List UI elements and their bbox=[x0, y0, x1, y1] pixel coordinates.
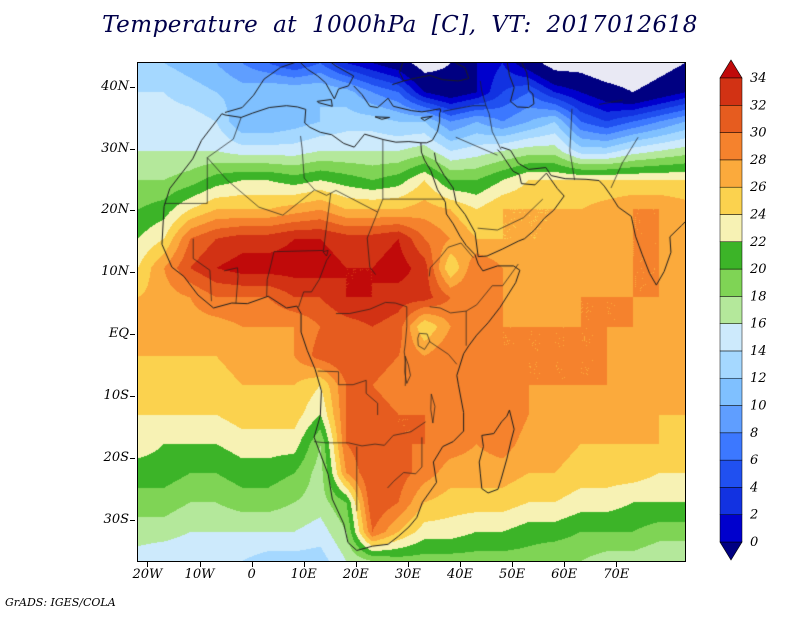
colorbar-below-triangle bbox=[719, 541, 743, 561]
colorbar-swatch bbox=[719, 459, 743, 488]
colorbar-label: 28 bbox=[749, 153, 767, 168]
colorbar-swatch bbox=[719, 241, 743, 270]
colorbar-label: 18 bbox=[750, 289, 767, 304]
y-tick-label: 10S bbox=[103, 388, 129, 404]
colorbar-swatch bbox=[719, 432, 743, 461]
colorbar-label: 12 bbox=[750, 371, 767, 386]
colorbar-label: 16 bbox=[750, 317, 767, 332]
x-tick-label: 20W bbox=[132, 567, 163, 582]
colorbar-label: 30 bbox=[750, 126, 767, 141]
colorbar-label: 4 bbox=[749, 480, 758, 495]
y-tick-label: 30N bbox=[101, 140, 129, 156]
y-tick-mark bbox=[130, 86, 135, 88]
colorbar-label: 32 bbox=[750, 98, 767, 113]
colorbar-swatch bbox=[719, 350, 743, 379]
x-tick-mark bbox=[512, 562, 514, 567]
colorbar-swatch bbox=[719, 296, 743, 324]
x-tick-label: 0 bbox=[247, 567, 256, 582]
colorbar-swatch bbox=[719, 487, 743, 515]
x-tick-mark bbox=[564, 562, 566, 567]
y-tick-label: 20S bbox=[103, 449, 129, 465]
y-tick-mark bbox=[130, 457, 135, 459]
colorbar-label: 8 bbox=[750, 426, 758, 441]
y-tick-mark bbox=[130, 334, 135, 336]
y-tick-mark bbox=[130, 148, 135, 150]
x-tick-mark bbox=[251, 562, 253, 567]
x-tick-mark bbox=[303, 562, 305, 567]
colorbar-swatch bbox=[719, 323, 743, 352]
colorbar-above-triangle bbox=[719, 59, 743, 79]
y-tick-label: EQ bbox=[108, 326, 129, 342]
y-tick-label: 40N bbox=[101, 78, 129, 94]
colorbar-swatch bbox=[719, 214, 743, 243]
y-tick-mark bbox=[130, 210, 135, 212]
x-tick-label: 40E bbox=[446, 567, 473, 582]
colorbar-label: 22 bbox=[749, 235, 767, 250]
x-tick-mark bbox=[199, 562, 201, 567]
colorbar-label: 14 bbox=[750, 344, 767, 359]
y-tick-label: 30S bbox=[103, 511, 129, 527]
y-tick-label: 10N bbox=[101, 264, 129, 280]
chart-title: Temperature at 1000hPa [C], VT: 20170126… bbox=[102, 12, 698, 38]
colorbar-swatch bbox=[719, 132, 743, 161]
colorbar-label: 26 bbox=[749, 180, 767, 195]
x-tick-mark bbox=[407, 562, 409, 567]
x-tick-label: 70E bbox=[603, 567, 630, 582]
x-tick-label: 30E bbox=[394, 567, 421, 582]
colorbar-swatch bbox=[719, 105, 743, 133]
colorbar-label: 24 bbox=[749, 207, 767, 222]
x-tick-label: 60E bbox=[551, 567, 578, 582]
colorbar-label: 6 bbox=[750, 453, 758, 468]
y-tick-mark bbox=[130, 272, 135, 274]
x-tick-mark bbox=[616, 562, 618, 567]
y-tick-mark bbox=[130, 519, 135, 521]
colorbar-label: 20 bbox=[749, 262, 767, 277]
x-tick-mark bbox=[355, 562, 357, 567]
y-tick-mark bbox=[130, 396, 135, 398]
temperature-map-canvas bbox=[138, 63, 685, 561]
colorbar-swatch bbox=[719, 377, 743, 406]
colorbar-swatch bbox=[719, 405, 743, 434]
colorbar-label: 34 bbox=[750, 71, 767, 86]
colorbar-label: 10 bbox=[750, 399, 767, 414]
colorbar-swatch bbox=[719, 77, 743, 106]
x-tick-label: 50E bbox=[499, 567, 526, 582]
colorbar-label: 0 bbox=[750, 535, 758, 550]
y-tick-label: 20N bbox=[101, 202, 129, 218]
colorbar-swatch bbox=[719, 268, 743, 297]
x-tick-label: 10W bbox=[184, 567, 215, 582]
x-tick-mark bbox=[459, 562, 461, 567]
colorbar-swatch bbox=[719, 514, 743, 543]
x-tick-label: 20E bbox=[342, 567, 369, 582]
credit-text: GrADS: IGES/COLA bbox=[5, 596, 116, 609]
map-plot-area bbox=[137, 62, 686, 562]
colorbar-swatch bbox=[719, 186, 743, 215]
colorbar-label: 2 bbox=[749, 508, 758, 523]
colorbar-swatch bbox=[719, 159, 743, 188]
x-tick-mark bbox=[147, 562, 149, 567]
x-tick-label: 10E bbox=[290, 567, 317, 582]
